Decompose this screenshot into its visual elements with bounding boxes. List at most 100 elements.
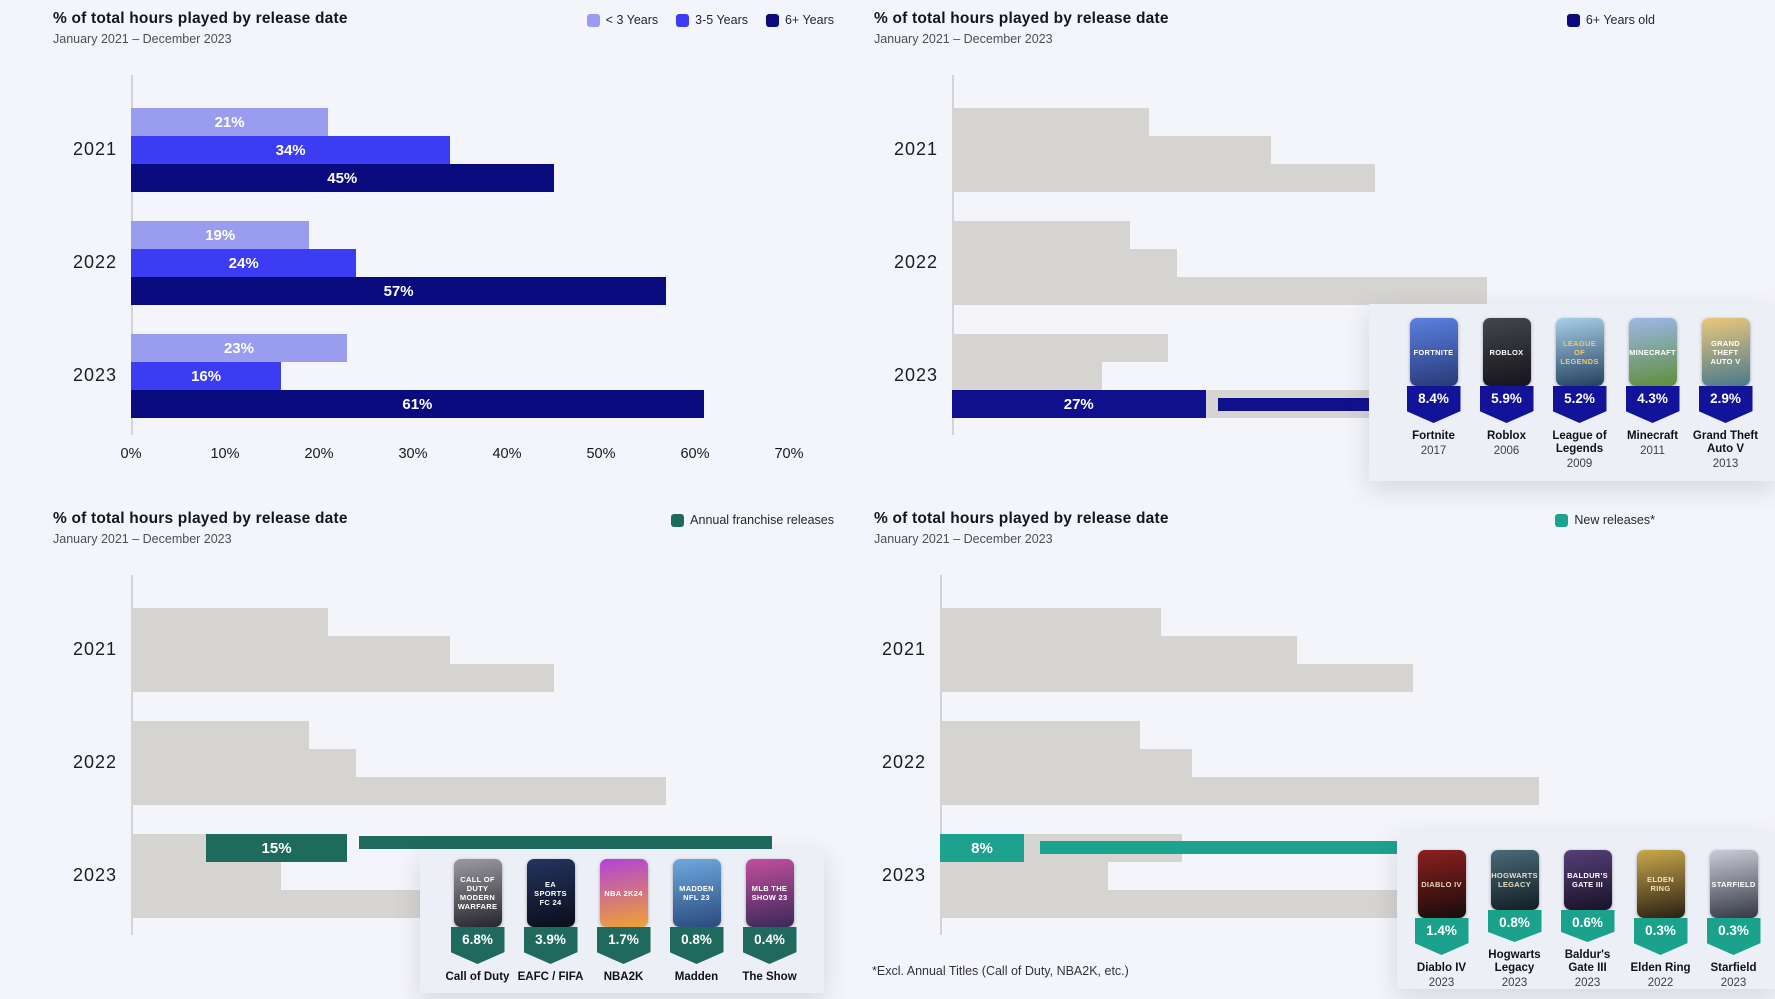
top-games-panel-new-releases: DIABLO IV 1.4% Diablo IV 2023 HOGWARTS L… — [1397, 832, 1775, 989]
game-share-badge: 2.9% — [1698, 386, 1753, 423]
game-share-badge: 3.9% — [523, 927, 578, 964]
game-card-eafc-fifa: EA SPORTS FC 24 3.9% EAFC / FIFA — [514, 859, 587, 993]
gray-bar — [940, 608, 1161, 636]
game-share-badge: 0.6% — [1560, 909, 1615, 942]
chart-subtitle: January 2021 – December 2023 — [53, 32, 232, 46]
cover-title-text: NBA 2K24 — [604, 888, 643, 898]
x-tick-0: 0% — [120, 446, 142, 462]
legend-label-new-releases: New releases* — [1574, 513, 1655, 527]
highlight-value-label: 8% — [971, 839, 993, 857]
gray-bar — [952, 362, 1103, 390]
cover-title-text: LEAGUE OF LEGENDS — [1560, 338, 1599, 366]
gray-bar — [952, 221, 1131, 249]
game-cover-art: MINECRAFT — [1628, 318, 1677, 386]
bar-value-label: 57% — [383, 282, 414, 300]
chart-annual-franchises: % of total hours played by release date … — [0, 500, 866, 999]
legend-swatch-6plus-old — [1566, 13, 1580, 27]
bar-group-2023: 23% 16% 61% — [131, 334, 866, 418]
x-tick-50: 50% — [586, 446, 616, 462]
game-name: Starfield — [1710, 962, 1757, 974]
game-year: 2023 — [1501, 977, 1528, 989]
game-share-value: 8.4% — [1418, 391, 1449, 406]
game-cover-art: ELDEN RING — [1636, 850, 1685, 918]
game-share-badge: 0.3% — [1633, 918, 1688, 955]
chart-subtitle: January 2021 – December 2023 — [874, 32, 1053, 46]
game-share-value: 3.9% — [535, 932, 566, 947]
game-year: 2006 — [1493, 445, 1520, 457]
game-cover-art: MLB THE SHOW 23 — [745, 859, 794, 927]
game-share-value: 5.2% — [1564, 391, 1595, 406]
chart-new-releases: % of total hours played by release date … — [866, 500, 1775, 999]
legend-label-lt3: < 3 Years — [605, 13, 659, 27]
bar-group-2021 — [940, 608, 1775, 692]
game-cover-art: NBA 2K24 — [599, 859, 648, 927]
bar-value-label: 23% — [223, 339, 254, 357]
bar-value-label: 21% — [214, 113, 245, 131]
game-cover-art: HOGWARTS LEGACY — [1490, 850, 1539, 910]
game-card-gta-v: GRAND THEFT AUTO V 2.9% Grand Theft Auto… — [1689, 318, 1762, 481]
bar-value-label: 61% — [402, 395, 433, 413]
cover-title-text: STARFIELD — [1711, 879, 1756, 889]
legend: < 3 Years 3-5 Years 6+ Years — [586, 13, 834, 27]
game-share-value: 0.3% — [1718, 923, 1749, 938]
game-cover-art: CALL OF DUTY MODERN WARFARE — [453, 859, 502, 927]
game-card-the-show: MLB THE SHOW 23 0.4% The Show — [733, 859, 806, 993]
x-tick-20: 20% — [304, 446, 334, 462]
gray-bar — [952, 249, 1178, 277]
bar-group-2022: 19% 24% 57% — [131, 221, 866, 305]
footnote: *Excl. Annual Titles (Call of Duty, NBA2… — [872, 964, 1129, 978]
game-card-madden: MADDEN NFL 23 0.8% Madden — [660, 859, 733, 993]
legend: Annual franchise releases — [671, 513, 834, 527]
bar-value-label: 16% — [191, 367, 222, 385]
game-cover-art: BALDUR'S GATE III — [1563, 850, 1612, 910]
game-share-badge: 0.8% — [669, 927, 724, 964]
bar-value-label: 34% — [275, 141, 306, 159]
gray-bar — [131, 862, 282, 890]
year-label-2021: 2021 — [72, 639, 117, 659]
game-share-badge: 0.8% — [1487, 909, 1542, 942]
game-cover-art: LEAGUE OF LEGENDS — [1555, 318, 1604, 386]
year-label-2022: 2022 — [72, 752, 117, 772]
legend-swatch-lt3 — [586, 13, 600, 27]
game-year: 2017 — [1420, 445, 1447, 457]
game-name: Madden — [674, 971, 719, 983]
bar-2021-lt3: 21% — [131, 108, 329, 136]
cover-title-text: ROBLOX — [1489, 347, 1524, 357]
bar-2023-3to5: 16% — [131, 362, 282, 390]
gray-bar — [952, 136, 1272, 164]
game-card-league-of-legends: LEAGUE OF LEGENDS 5.2% League of Legends… — [1543, 318, 1616, 481]
year-label-2021: 2021 — [72, 139, 117, 159]
legend-item-annual: Annual franchise releases — [671, 513, 834, 527]
gray-bar — [131, 777, 667, 805]
game-share-value: 5.9% — [1491, 391, 1522, 406]
gray-bar — [952, 164, 1375, 192]
year-label-2022: 2022 — [881, 752, 926, 772]
legend-swatch-3to5 — [676, 13, 690, 27]
year-label-2021: 2021 — [881, 639, 926, 659]
highlight-bar-top5-six-plus: 27% — [952, 390, 1206, 418]
legend-item-6plus-old: 6+ Years old — [1566, 13, 1655, 27]
game-year: 2023 — [1428, 977, 1455, 989]
cover-title-text: MLB THE SHOW 23 — [751, 884, 788, 902]
bar-2021-6plus: 45% — [131, 164, 554, 192]
gray-bar — [940, 636, 1297, 664]
connector-ribbon — [359, 836, 772, 849]
gray-bar — [952, 277, 1488, 305]
gray-bar — [952, 108, 1150, 136]
cover-title-text: BALDUR'S GATE III — [1567, 870, 1608, 889]
game-cover-art: DIABLO IV — [1417, 850, 1466, 918]
gray-bar — [131, 608, 329, 636]
gray-bar — [952, 334, 1168, 362]
x-tick-10: 10% — [210, 446, 240, 462]
game-share-value: 6.8% — [462, 932, 493, 947]
bar-value-label: 19% — [205, 226, 236, 244]
x-tick-60: 60% — [680, 446, 710, 462]
chart-subtitle: January 2021 – December 2023 — [53, 532, 232, 546]
cover-title-text: FORTNITE — [1413, 347, 1454, 357]
year-label-2023: 2023 — [881, 865, 926, 885]
game-cover-art: MADDEN NFL 23 — [672, 859, 721, 927]
gray-bar — [131, 636, 451, 664]
game-year: 2023 — [1574, 977, 1601, 989]
connector-ribbon — [1218, 398, 1381, 411]
game-card-call-of-duty: CALL OF DUTY MODERN WARFARE 6.8% Call of… — [441, 859, 514, 993]
